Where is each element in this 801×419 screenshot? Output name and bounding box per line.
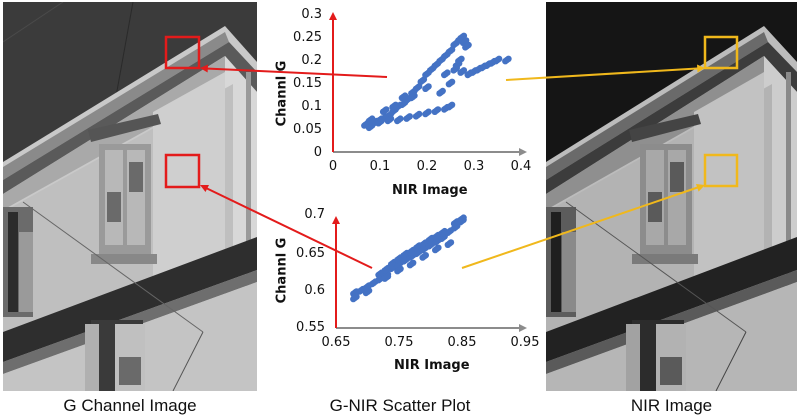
bottom-ytick: 0.7 [304, 207, 325, 222]
top-xtick: 0.2 [416, 159, 438, 174]
bottom-x-axis-title: NIR Image [394, 358, 470, 373]
top-y-axis-title: Channl G [274, 60, 290, 127]
bottom-x-axis-arrow-icon [519, 324, 527, 332]
bottom-xtick: 0.85 [447, 335, 477, 350]
top-scatter-points [361, 32, 512, 132]
top-xtick: 0 [328, 159, 338, 174]
top-ytick: 0.1 [301, 99, 322, 114]
top-x-axis-arrow-icon [519, 148, 527, 156]
bottom-scatter-points [350, 214, 467, 303]
bottom-xtick: 0.75 [384, 335, 414, 350]
top-ytick: 0.2 [301, 53, 322, 68]
top-ytick: 0.25 [293, 30, 322, 45]
bottom-ytick: 0.6 [304, 283, 325, 298]
top-ytick: 0 [313, 145, 322, 160]
bottom-ytick: 0.65 [296, 246, 325, 261]
top-xtick: 0.4 [510, 159, 532, 174]
top-x-axis-title: NIR Image [392, 183, 468, 198]
bottom-xtick: 0.65 [321, 335, 351, 350]
bottom-y-axis-arrow-icon [332, 216, 340, 224]
bottom-xtick: 0.95 [510, 335, 540, 350]
top-ytick: 0.05 [293, 122, 322, 137]
caption-scatter-plot: G-NIR Scatter Plot [329, 396, 471, 415]
top-ytick: 0.3 [301, 7, 322, 22]
top-xtick: 0.1 [369, 159, 391, 174]
bottom-y-axis-title: Channl G [274, 237, 290, 304]
top-y-axis-arrow-icon [329, 12, 337, 20]
caption-g-channel: G Channel Image [63, 396, 197, 415]
top-xtick: 0.3 [463, 159, 485, 174]
bottom-ytick: 0.55 [296, 320, 325, 335]
caption-nir: NIR Image [630, 396, 713, 415]
top-ytick: 0.15 [293, 76, 322, 91]
